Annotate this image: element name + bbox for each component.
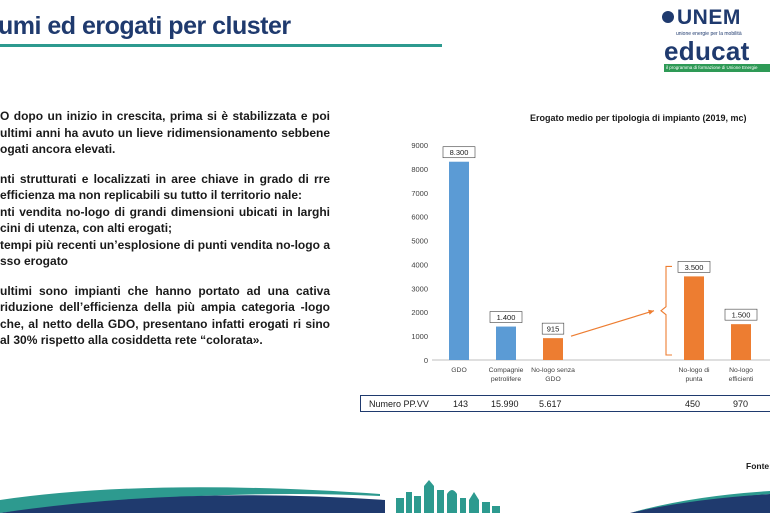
x-tick-label: efficienti: [729, 376, 754, 383]
chart-title: Erogato medio per tipologia di impianto …: [530, 113, 747, 123]
logo-brand: UNEM: [662, 6, 741, 30]
y-tick-label: 3000: [411, 284, 428, 293]
x-tick-label: No-logo: [729, 367, 753, 374]
title-underline: [0, 44, 442, 47]
y-tick-label: 1000: [411, 332, 428, 341]
bar: [731, 324, 751, 360]
trend-arrow: [570, 310, 655, 337]
paragraph-4: tempi più recenti un’esplosione di punti…: [0, 237, 330, 269]
paragraph-1: O dopo un inizio in crescita, prima si è…: [0, 109, 330, 156]
logo-brand-text: UNEM: [677, 6, 741, 29]
unem-educat-logo: UNEM unione energie per la mobilità educ…: [662, 6, 770, 72]
table-label: Numero PP.VV: [369, 399, 429, 409]
y-tick-label: 0: [424, 356, 428, 365]
y-tick-label: 6000: [411, 213, 428, 222]
bar: [543, 338, 563, 360]
bar: [496, 326, 516, 360]
paragraph-5: ultimi sono impianti che hanno portato a…: [0, 283, 330, 348]
table-value-nologo-punta: 450: [685, 399, 701, 409]
source-label: Fonte:: [746, 461, 770, 471]
logo-product: educat: [664, 36, 750, 66]
bar-chart: 0 1000 2000 3000 4000 5000 6000 7000 8000 9000 8.3…: [411, 141, 770, 383]
data-label-box: [541, 322, 565, 335]
x-tick-label: No-logo di: [679, 367, 710, 374]
group-bracket: [660, 265, 672, 356]
data-label-box: [489, 311, 523, 323]
data-label: 3.500: [685, 263, 704, 272]
y-tick-label: 4000: [411, 260, 428, 269]
x-tick-label: petrolifere: [491, 376, 521, 383]
x-tick-label: GDO: [545, 376, 560, 383]
table-value-gdo: 143: [453, 399, 469, 409]
logo-globe-icon: [662, 11, 674, 23]
data-label: 1.500: [732, 311, 751, 320]
data-label: 8.300: [450, 148, 469, 157]
slide-title: umi ed erogati per cluster: [0, 12, 291, 40]
bar: [449, 161, 469, 360]
data-label: 1.400: [497, 313, 516, 322]
paragraph-2: nti strutturati e localizzati in aree ch…: [0, 171, 330, 203]
y-tick-label: 2000: [411, 308, 428, 317]
data-label-box: [677, 261, 711, 273]
logo-bar: il programma di formazione di Unione Ene…: [664, 64, 770, 72]
x-tick-label: punta: [685, 376, 702, 383]
logo-tagline: unione energie per la mobilità: [676, 31, 742, 37]
decorative-wave-right: [630, 491, 770, 513]
data-label: 915: [547, 325, 560, 334]
y-tick-label: 5000: [411, 237, 428, 246]
data-label-box: [442, 146, 476, 159]
city-skyline-icon: [396, 480, 500, 513]
decorative-wave-left: [0, 487, 385, 513]
y-tick-label: 9000: [411, 141, 428, 150]
count-table: Numero PP.VV 143 15.990 5.617 450 970: [360, 395, 770, 412]
x-tick-label: Compagnie: [489, 367, 524, 374]
arrow-head: [648, 309, 654, 315]
body-text: O dopo un inizio in crescita, prima si è…: [0, 108, 330, 349]
table-value-nologo-senza-gdo: 5.617: [539, 399, 562, 409]
y-tick-label: 7000: [411, 189, 428, 198]
bar: [684, 276, 704, 360]
x-tick-label: GDO: [451, 367, 466, 374]
paragraph-3: nti vendita no-logo di grandi dimensioni…: [0, 204, 330, 236]
table-value-compagnie: 15.990: [491, 399, 519, 409]
y-tick-label: 8000: [411, 165, 428, 174]
table-value-nologo-efficienti: 970: [733, 399, 749, 409]
data-label-box: [724, 308, 758, 321]
x-tick-label: No-logo senza: [531, 367, 575, 374]
